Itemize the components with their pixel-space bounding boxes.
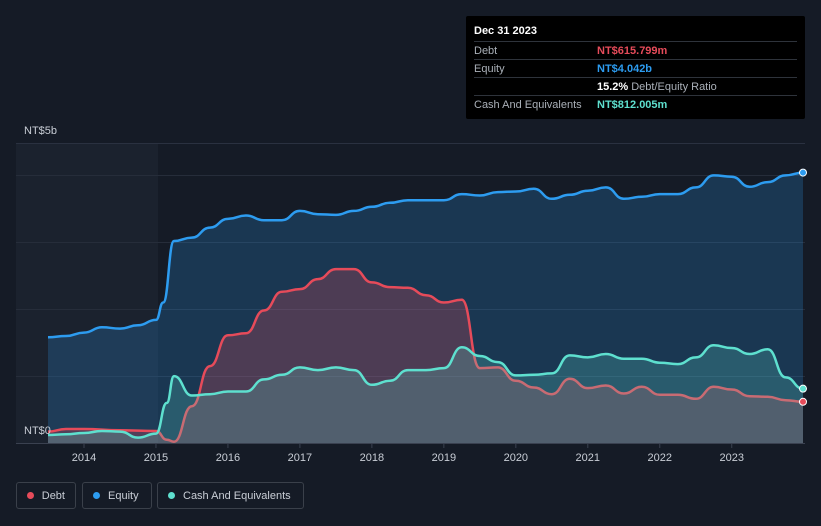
equity-dot-icon	[93, 492, 100, 499]
x-tick-label: 2016	[216, 452, 240, 464]
tooltip-label: Equity	[474, 62, 505, 75]
series-area-debt	[48, 269, 803, 443]
legend-item-cash[interactable]: Cash And Equivalents	[157, 482, 304, 509]
tooltip-panel: Dec 31 2023 Debt NT$615.799m Equity NT$4…	[466, 16, 805, 119]
tooltip-ratio-caption: Debt/Equity Ratio	[631, 80, 717, 93]
x-tick-label: 2017	[288, 452, 312, 464]
tooltip-value: 15.2%	[597, 80, 629, 93]
legend-item-debt[interactable]: Debt	[16, 482, 76, 509]
x-tick-label: 2023	[720, 452, 744, 464]
series-area-equity	[48, 172, 803, 443]
x-tick-label: 2022	[648, 452, 672, 464]
y-axis-top-label: NT$5b	[24, 125, 57, 137]
series-area-cash-and-equivalents	[48, 345, 803, 443]
tooltip-date: Dec 31 2023	[474, 25, 537, 37]
legend-label: Equity	[108, 489, 139, 502]
series-group	[47, 171, 804, 443]
tooltip-row-equity: Equity NT$4.042b	[474, 59, 797, 77]
tooltip-value: NT$4.042b	[597, 62, 653, 75]
series-line-equity	[47, 171, 804, 339]
debt-dot-icon	[27, 492, 34, 499]
endpoint-equity	[799, 168, 807, 177]
x-tick-label: 2020	[504, 452, 528, 464]
endpoint-debt	[799, 397, 807, 406]
x-tick-label: 2015	[144, 452, 168, 464]
x-tick-label: 2018	[360, 452, 384, 464]
legend-label: Cash And Equivalents	[183, 489, 291, 502]
tooltip-row-ratio: 15.2% Debt/Equity Ratio	[474, 77, 797, 95]
cash-dot-icon	[168, 492, 175, 499]
y-axis-bottom-label: NT$0	[24, 425, 51, 437]
tooltip-value: NT$812.005m	[597, 98, 668, 111]
past-region-background	[16, 143, 158, 444]
tooltip-row-debt: Debt NT$615.799m	[474, 41, 797, 59]
series-line-cash-and-equivalents	[47, 344, 804, 439]
series-line-debt	[47, 267, 804, 443]
gridlines	[16, 175, 805, 377]
x-tick-label: 2021	[576, 452, 600, 464]
endpoint-cash-and-equivalents	[799, 384, 807, 393]
x-tick-label: 2014	[72, 452, 96, 464]
tooltip-label: Debt	[474, 44, 498, 57]
legend-label: Debt	[41, 489, 65, 502]
tooltip-value: NT$615.799m	[597, 44, 668, 57]
x-tick-label: 2019	[432, 452, 456, 464]
tooltip-label: Cash And Equivalents	[474, 98, 582, 111]
series-endpoints	[799, 168, 807, 406]
legend-item-equity[interactable]: Equity	[82, 482, 152, 509]
x-axis-ticks: 2014 2015 2016 2017 2018 2019 2020 2021 2022 2023	[72, 443, 744, 464]
tooltip-row-cash: Cash And Equivalents NT$812.005m	[474, 95, 797, 113]
